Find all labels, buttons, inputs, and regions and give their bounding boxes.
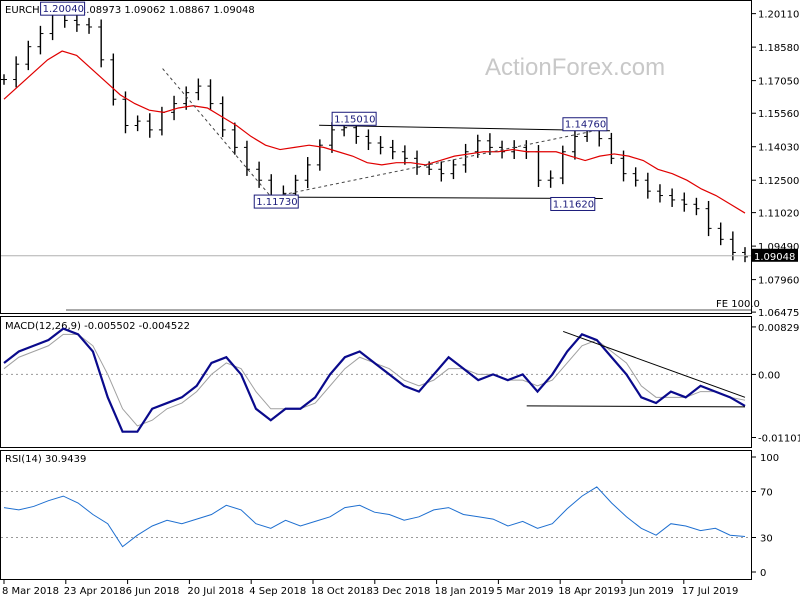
price-tick-label: 1.12500 bbox=[758, 176, 799, 187]
macd-lower-trendline bbox=[526, 405, 746, 408]
rsi-tick-label: 0 bbox=[760, 568, 766, 579]
date-tick-label: 5 Mar 2019 bbox=[496, 586, 553, 597]
rsi-panel bbox=[0, 450, 752, 580]
price-annotation-box bbox=[40, 1, 86, 16]
price-panel bbox=[0, 0, 752, 314]
macd-plot bbox=[1, 327, 751, 433]
price-annotation-box bbox=[562, 117, 608, 132]
upper-trendline bbox=[319, 124, 610, 132]
date-tick-label: 3 Dec 2018 bbox=[373, 586, 431, 597]
dashed-trendline bbox=[271, 130, 596, 198]
price-tick-label: 1.11020 bbox=[758, 209, 799, 220]
price-annotation-label: 1.11620 bbox=[553, 199, 594, 210]
last-price-label: 1.09048 bbox=[754, 252, 795, 263]
price-panel-title: EURCHF,Daily 1.08973 1.09062 1.08867 1.09… bbox=[5, 5, 255, 16]
price-tick-label: 1.07960 bbox=[758, 276, 799, 287]
price-annotation-label: 1.14760 bbox=[565, 120, 606, 131]
macd-title: MACD(12,26,9) -0.005502 -0.004522 bbox=[5, 321, 190, 332]
date-tick-label: 17 Jul 2019 bbox=[682, 586, 739, 597]
date-tick-label: 3 Jun 2019 bbox=[620, 586, 674, 597]
price-annotation-box bbox=[550, 196, 596, 211]
macd-panel bbox=[0, 316, 752, 448]
price-tick-label: 1.14030 bbox=[758, 143, 799, 154]
rsi-title: RSI(14) 30.9439 bbox=[5, 454, 86, 465]
ohlc-values: 1.08973 1.09062 1.08867 1.09048 bbox=[80, 5, 255, 16]
rsi-tick-label: 100 bbox=[760, 453, 779, 464]
macd-tick-label: -0.011015 bbox=[758, 433, 800, 444]
price-tick-label: 1.17050 bbox=[758, 77, 799, 88]
date-tick-label: 20 Jul 2018 bbox=[187, 586, 244, 597]
macd-upper-trendline bbox=[562, 330, 746, 398]
rsi-tick-label: 30 bbox=[760, 534, 773, 545]
macd-line bbox=[3, 327, 746, 433]
price-tick-label: 1.20110 bbox=[758, 10, 799, 21]
date-tick-label: 6 Jun 2018 bbox=[126, 586, 180, 597]
price-annotation-box bbox=[331, 111, 377, 126]
price-annotation-label: 1.11730 bbox=[256, 197, 297, 208]
last-price-box bbox=[752, 248, 798, 262]
fe-label: FE 100.0 bbox=[716, 299, 760, 310]
date-tick-label: 23 Apr 2018 bbox=[64, 586, 126, 597]
macd-tick-label: 0.00 bbox=[758, 370, 780, 381]
date-tick-label: 18 Oct 2018 bbox=[311, 586, 373, 597]
date-tick-label: 4 Sep 2018 bbox=[249, 586, 306, 597]
price-tick-label: 1.09490 bbox=[758, 242, 799, 253]
date-tick-label: 8 Mar 2018 bbox=[2, 586, 59, 597]
dashed-trendline bbox=[162, 68, 272, 198]
symbol-label: EURCHF,Daily bbox=[5, 5, 74, 16]
watermark: ActionForex.com bbox=[485, 54, 665, 81]
price-tick-label: 1.18580 bbox=[758, 43, 799, 54]
rsi-line bbox=[3, 486, 746, 548]
price-annotation-box bbox=[253, 194, 299, 209]
date-tick-label: 18 Jan 2019 bbox=[435, 586, 495, 597]
macd-tick-label: 0.008292 bbox=[758, 323, 800, 334]
price-tick-label: 1.06475 bbox=[758, 308, 799, 319]
lower-trendline bbox=[269, 196, 603, 199]
price-annotation-label: 1.15010 bbox=[334, 114, 375, 125]
price-tick-label: 1.15560 bbox=[758, 109, 799, 120]
axes: 1.20110 1.18580 1.17050 1.15560 1.14030 1.125… bbox=[2, 10, 800, 597]
rsi-plot bbox=[1, 486, 751, 548]
date-tick-label: 18 Apr 2019 bbox=[558, 586, 620, 597]
rsi-tick-label: 70 bbox=[760, 488, 773, 499]
moving-average-line bbox=[3, 50, 746, 214]
price-annotation-label: 1.20040 bbox=[43, 4, 84, 15]
price-plot: 1.20040 1.15010 1.14760 1.11730 1.11620 bbox=[1, 1, 751, 311]
